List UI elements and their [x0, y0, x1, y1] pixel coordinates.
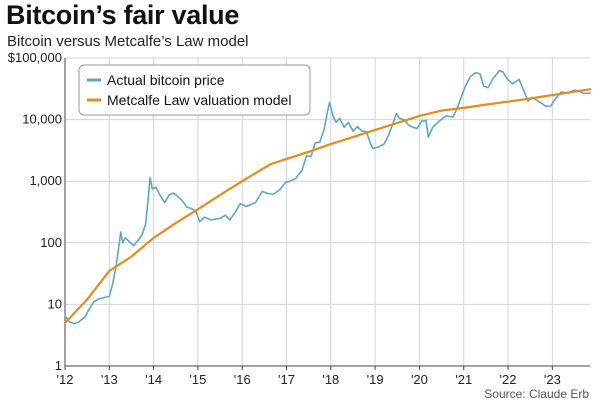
- x-tick-label: '15: [189, 372, 206, 387]
- source-note: Source: Claude Erb: [484, 387, 589, 401]
- x-tick-label: '22: [500, 372, 517, 387]
- x-tick-label: '21: [455, 372, 472, 387]
- x-tick-label: '23: [544, 372, 561, 387]
- x-tick-label: '17: [278, 372, 295, 387]
- legend: Actual bitcoin price Metcalfe Law valuati…: [78, 64, 311, 116]
- x-tick-label: '20: [411, 372, 428, 387]
- x-tick-label: '13: [101, 372, 118, 387]
- x-tick-label: '18: [322, 372, 339, 387]
- y-tick-label: 1,000: [29, 173, 62, 188]
- x-tick-label: '16: [234, 372, 251, 387]
- legend-box: [78, 64, 311, 116]
- series-line-metcalfe-law-valuation-model: [63, 88, 592, 324]
- x-tick-label: '12: [57, 372, 74, 387]
- x-tick-label: '14: [145, 372, 162, 387]
- y-tick-label: 1: [55, 358, 62, 373]
- x-tick-label: '19: [367, 372, 384, 387]
- series-line-actual-bitcoin-price: [64, 70, 591, 325]
- legend-label: Actual bitcoin price: [107, 72, 225, 88]
- y-axis: 1 10 100 1,000 10,000 $100,000: [8, 50, 66, 373]
- x-axis: '12 '13 '14 '15 '16 '17 '18 '19 '20 '21 '22 '23: [57, 365, 590, 387]
- y-tick-label: 100: [40, 235, 62, 250]
- y-tick-label: $100,000: [8, 50, 62, 65]
- y-tick-label: 10,000: [22, 112, 62, 127]
- series-group: [63, 70, 592, 325]
- y-tick-label: 10: [48, 296, 62, 311]
- chart-title: Bitcoin’s fair value: [6, 0, 240, 30]
- chart-subtitle: Bitcoin versus Metcalfe’s Law model: [7, 33, 249, 50]
- legend-label: Metcalfe Law valuation model: [107, 92, 291, 108]
